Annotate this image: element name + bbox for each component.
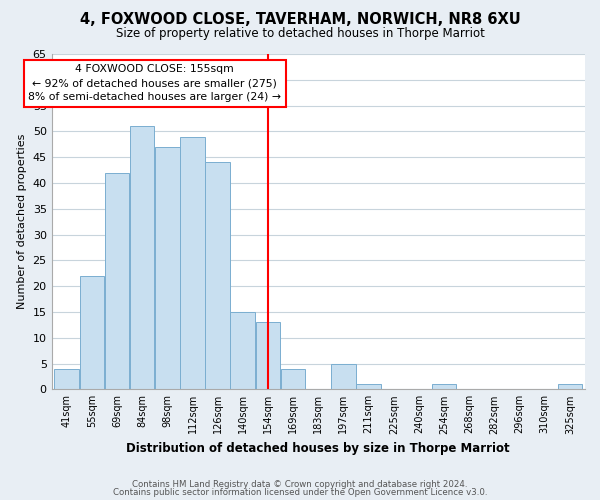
- Bar: [281, 368, 305, 390]
- Text: Contains HM Land Registry data © Crown copyright and database right 2024.: Contains HM Land Registry data © Crown c…: [132, 480, 468, 489]
- Bar: [356, 384, 381, 390]
- Text: 4 FOXWOOD CLOSE: 155sqm
← 92% of detached houses are smaller (275)
8% of semi-de: 4 FOXWOOD CLOSE: 155sqm ← 92% of detache…: [28, 64, 281, 102]
- Text: Contains public sector information licensed under the Open Government Licence v3: Contains public sector information licen…: [113, 488, 487, 497]
- Text: 4, FOXWOOD CLOSE, TAVERHAM, NORWICH, NR8 6XU: 4, FOXWOOD CLOSE, TAVERHAM, NORWICH, NR8…: [80, 12, 520, 28]
- Y-axis label: Number of detached properties: Number of detached properties: [17, 134, 27, 310]
- Bar: [256, 322, 280, 390]
- Bar: [80, 276, 104, 390]
- Bar: [130, 126, 154, 390]
- Bar: [104, 172, 130, 390]
- Text: Size of property relative to detached houses in Thorpe Marriot: Size of property relative to detached ho…: [116, 28, 484, 40]
- Bar: [205, 162, 230, 390]
- Bar: [557, 384, 582, 390]
- Bar: [155, 147, 179, 390]
- Bar: [331, 364, 356, 390]
- Bar: [55, 368, 79, 390]
- Bar: [432, 384, 457, 390]
- Bar: [180, 136, 205, 390]
- X-axis label: Distribution of detached houses by size in Thorpe Marriot: Distribution of detached houses by size …: [127, 442, 510, 455]
- Bar: [230, 312, 255, 390]
